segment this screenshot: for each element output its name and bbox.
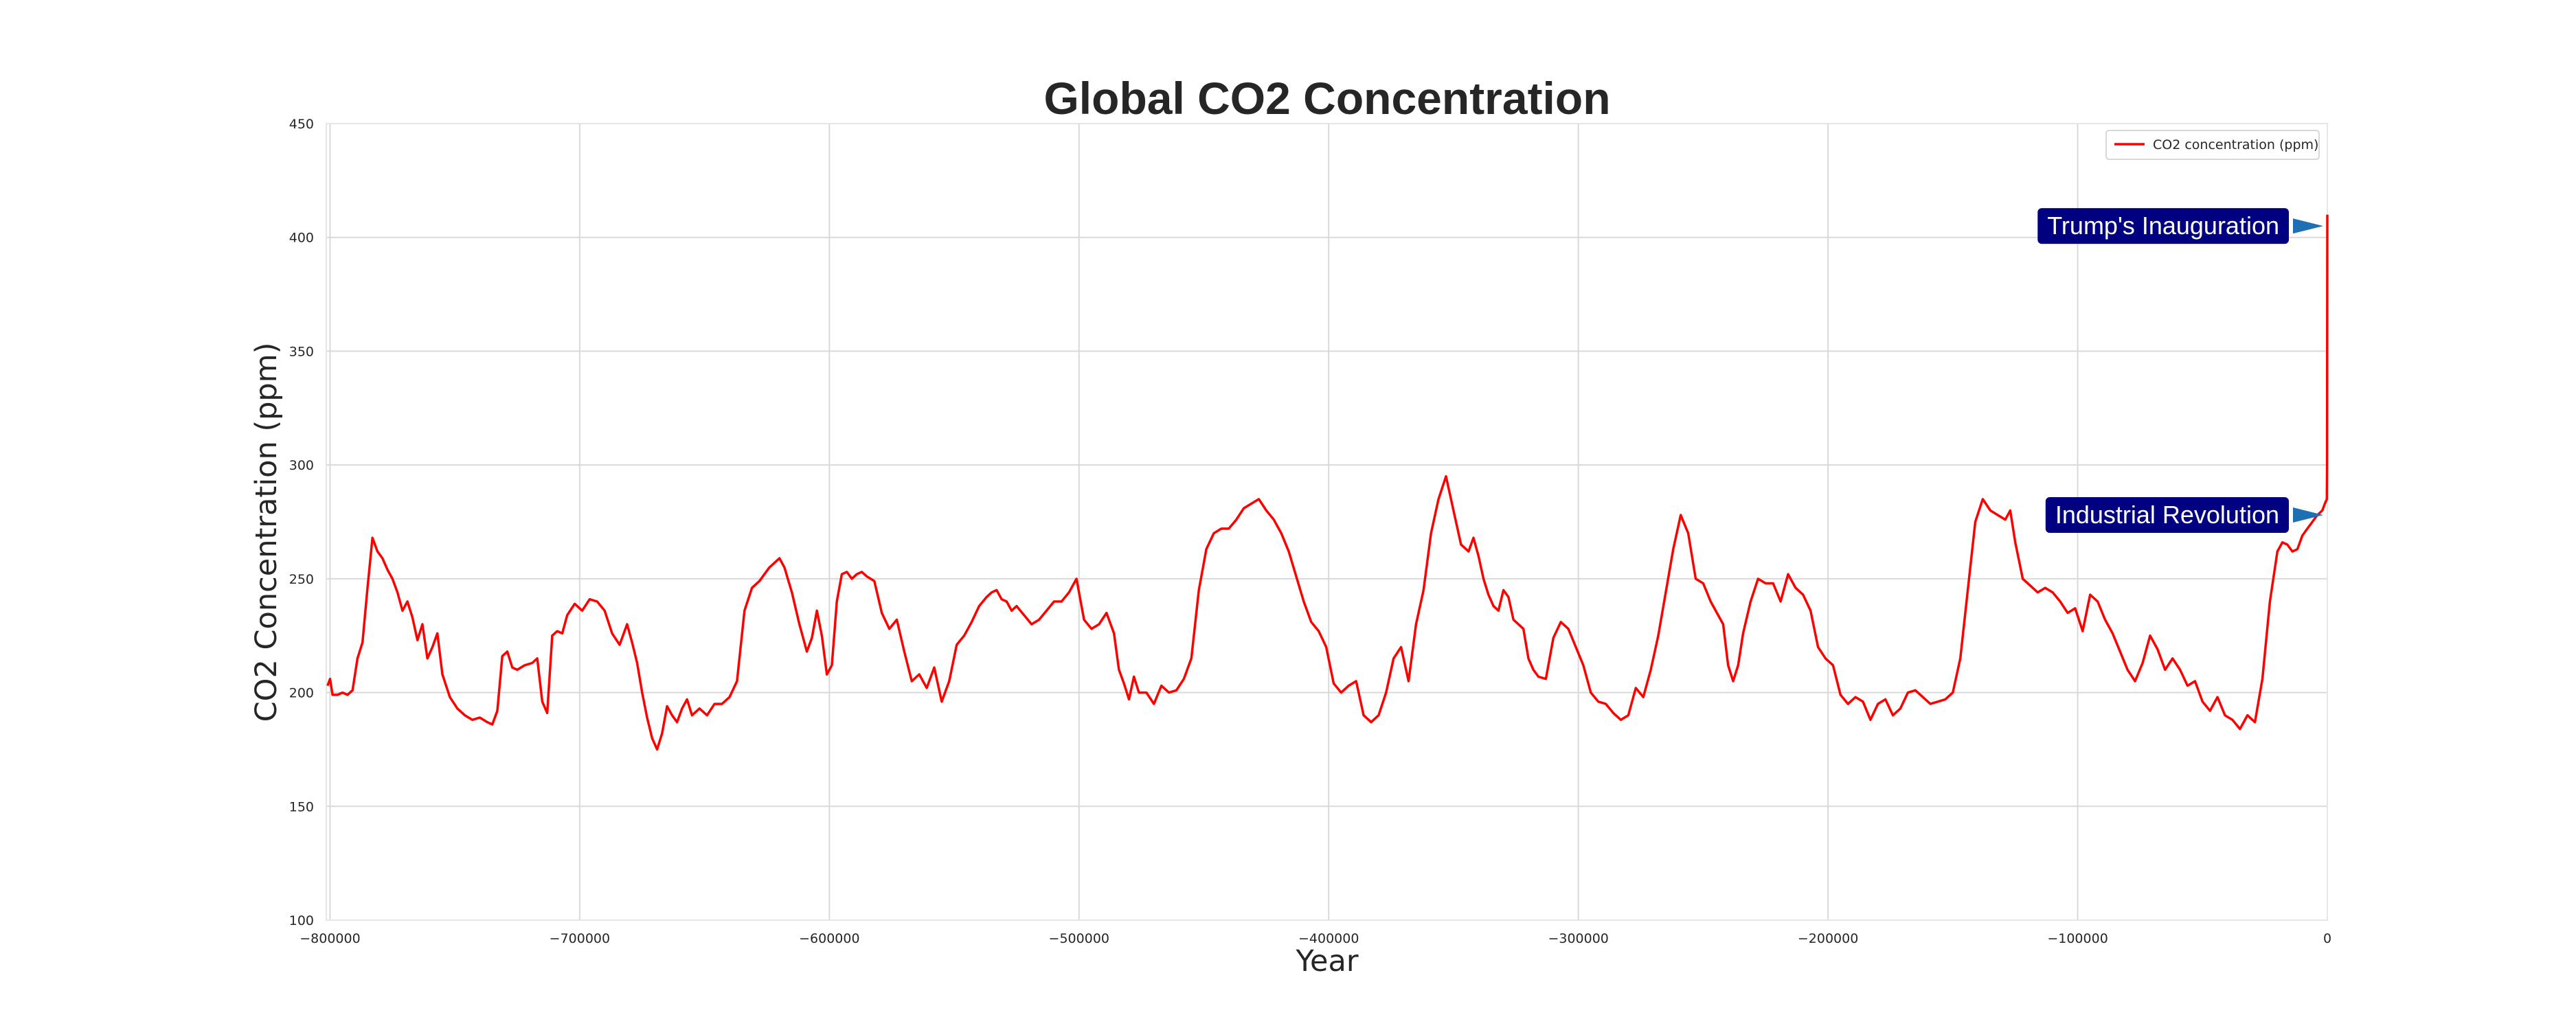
annotation-text: Trump's Inauguration: [2047, 211, 2279, 240]
co2-series-line: [326, 214, 2329, 751]
annotation: Trump's Inauguration: [2037, 208, 2323, 244]
x-tick-label: −300000: [1548, 931, 1608, 946]
legend-box: [2105, 130, 2320, 160]
chart-title: Global CO2 Concentration: [1043, 73, 1610, 124]
x-tick-label: −600000: [799, 931, 859, 946]
x-tick-label: −700000: [550, 931, 610, 946]
annotation-box: [2037, 208, 2289, 244]
y-tick-label: 150: [289, 799, 314, 814]
tick-labels: −800000 −700000 −600000 −500000 −400000 −3000…: [289, 117, 2331, 946]
y-tick-label: 100: [289, 913, 314, 928]
x-tick-label: −800000: [300, 931, 360, 946]
x-tick-label: −400000: [1298, 931, 1359, 946]
y-tick-label: 250: [289, 572, 314, 587]
y-axis-label: CO2 Concentration (ppm): [249, 343, 284, 722]
x-axis-label: Year: [1295, 944, 1358, 978]
legend: CO2 concentration (ppm): [2105, 130, 2320, 160]
annotation: Industrial Revolution: [2045, 497, 2323, 534]
plot-frame: [326, 123, 2328, 921]
y-tick-label: 200: [289, 686, 314, 701]
annotation-arrow: [2293, 218, 2323, 234]
x-tick-label: −500000: [1049, 931, 1109, 946]
y-tick-label: 450: [289, 117, 314, 132]
y-tick-label: 300: [289, 458, 314, 473]
annotation-text: Industrial Revolution: [2055, 501, 2279, 529]
y-tick-label: 400: [289, 231, 314, 246]
x-tick-label: −200000: [1798, 931, 1858, 946]
x-tick-label: 0: [2323, 931, 2331, 946]
annotations: Trump's Inauguration Industrial Revolutio…: [2037, 208, 2323, 534]
y-tick-label: 350: [289, 344, 314, 359]
annotation-box: [2045, 497, 2289, 534]
legend-label-co2: CO2 concentration (ppm): [2153, 137, 2318, 152]
x-tick-label: −100000: [2047, 931, 2108, 946]
annotation-arrow: [2293, 507, 2323, 523]
